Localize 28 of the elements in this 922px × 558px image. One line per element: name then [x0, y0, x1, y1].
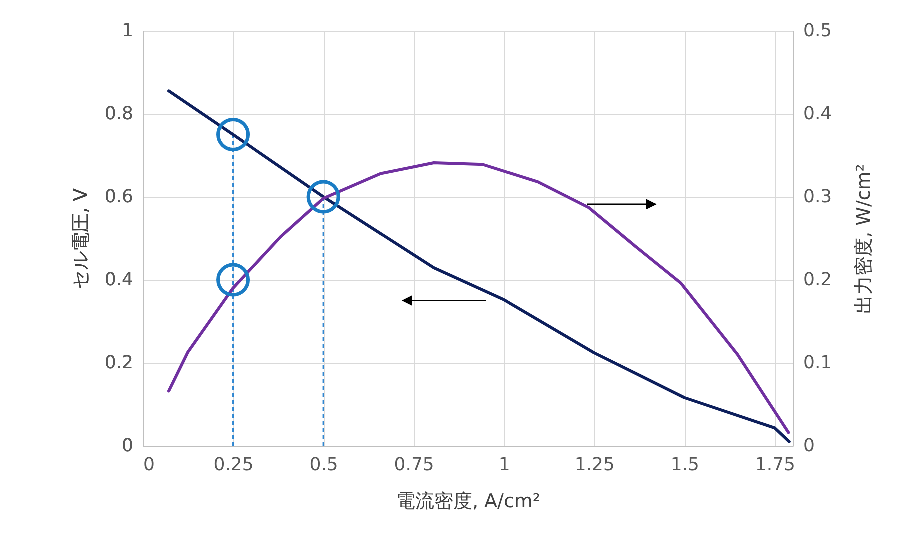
y-tick-label: 1	[122, 20, 134, 42]
y2-tick-label: 0.4	[804, 104, 832, 124]
x-tick-label: 0.75	[394, 454, 434, 476]
line-series	[168, 90, 791, 444]
x-tick-label: 1.75	[755, 454, 796, 476]
line-series	[168, 161, 790, 434]
point	[216, 118, 250, 152]
y2-tick-label: 0.5	[804, 20, 832, 42]
y-tick-label: 0.8	[104, 104, 134, 124]
y-axis-title: セル電圧, V	[70, 188, 92, 290]
y2-tick-label: 0.3	[804, 186, 832, 208]
y2-axis-title: 出力密度, W/cm²	[853, 164, 876, 314]
y2-tick-label: 0.2	[804, 270, 832, 290]
point	[306, 180, 340, 214]
y2-tick-label: 0	[804, 436, 815, 456]
x-tick-label: 0	[144, 454, 155, 476]
y-tick-label: 0.4	[104, 270, 134, 290]
y-tick-label: 0	[122, 436, 134, 456]
x-tick-label: 0.5	[310, 454, 338, 476]
point	[216, 263, 250, 297]
x-tick-label: 1.5	[670, 454, 700, 476]
y2-tick-label: 0.1	[804, 352, 832, 374]
x-tick-label: 1	[498, 454, 510, 476]
y-tick-label: 0.2	[104, 352, 134, 374]
x-tick-label: 0.25	[214, 454, 254, 476]
x-axis-title: 電流密度, A/cm²	[396, 490, 541, 512]
x-tick-label: 1.25	[574, 454, 615, 476]
y-tick-label: 0.6	[104, 186, 134, 208]
